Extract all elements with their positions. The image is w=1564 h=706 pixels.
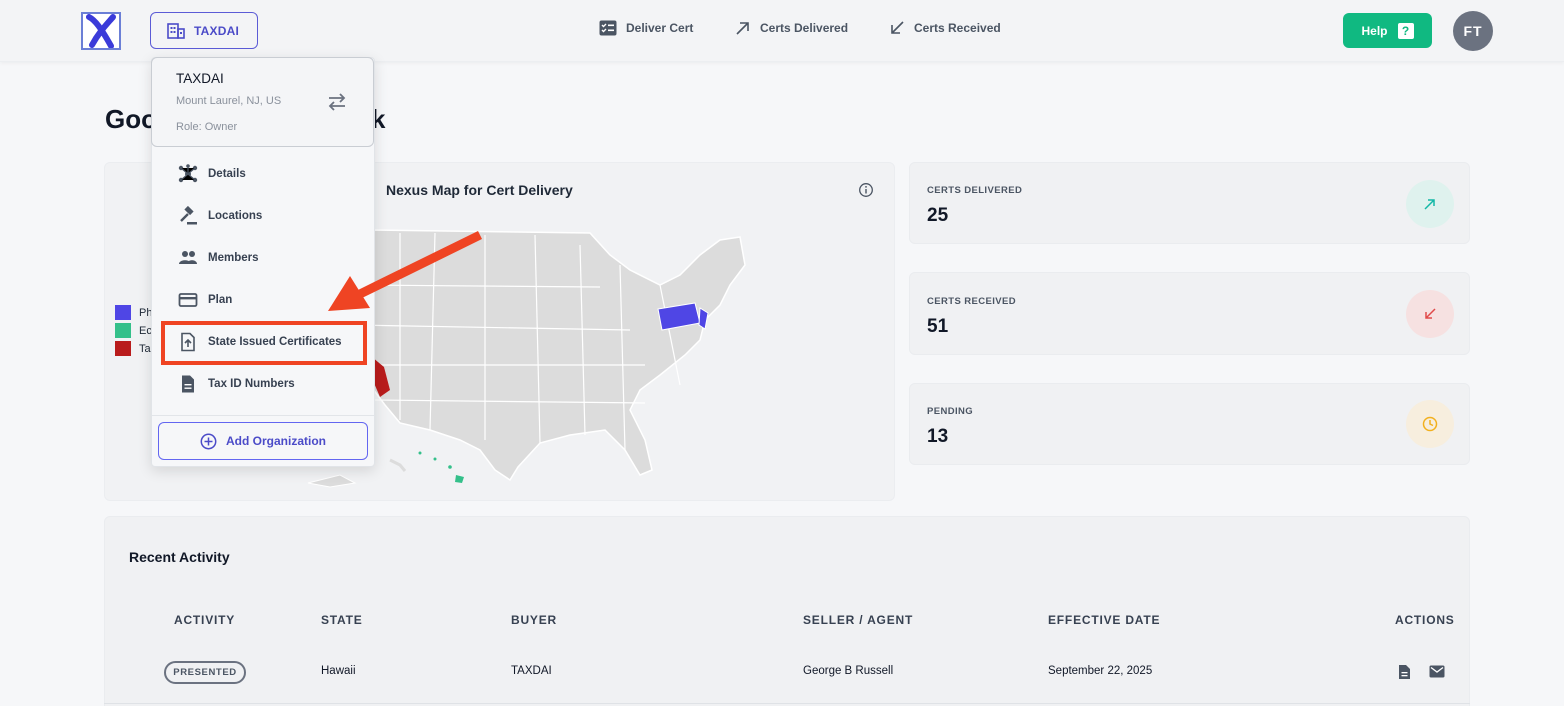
legend-swatch <box>115 341 131 356</box>
menu-item-label: State Issued Certificates <box>208 336 342 348</box>
stat-icon-badge <box>1406 400 1454 448</box>
app-logo[interactable] <box>81 12 121 50</box>
network-icon <box>178 164 198 183</box>
organization-switcher-label: TAXDAI <box>194 23 239 38</box>
state-borders <box>354 232 681 451</box>
legend-label: Ta <box>139 342 151 355</box>
legend-item: Ph <box>115 305 152 320</box>
menu-item-state-issued-certificates[interactable]: State Issued Certificates <box>178 332 342 352</box>
column-header-buyer[interactable]: BUYER <box>511 613 558 627</box>
nav-deliver-cert-label: Deliver Cert <box>626 21 694 35</box>
help-button-label: Help <box>1361 23 1388 38</box>
stat-value: 13 <box>927 426 949 447</box>
nav-certs-received-label: Certs Received <box>914 21 1001 35</box>
add-organization-label: Add Organization <box>226 434 326 448</box>
column-header-actions: ACTIONS <box>1395 613 1455 627</box>
state-california <box>372 357 390 397</box>
current-organization-location: Mount Laurel, NJ, US <box>176 95 282 107</box>
pending-card[interactable]: PENDING 13 <box>909 383 1470 465</box>
recent-activity-title: Recent Activity <box>129 549 230 565</box>
cell-buyer: TAXDAI <box>511 665 552 677</box>
nav-deliver-cert[interactable]: Deliver Cert <box>599 20 693 36</box>
cell-seller-agent: George B Russell <box>803 665 894 677</box>
checklist-icon <box>599 20 617 36</box>
table-row-divider <box>104 703 1470 704</box>
legend-label: Ph <box>139 306 153 319</box>
menu-item-members[interactable]: Members <box>178 248 259 268</box>
state-hawaii <box>418 451 464 483</box>
arrow-down-left-icon <box>1425 308 1436 319</box>
current-organization-card[interactable] <box>151 57 374 147</box>
stat-icon-badge <box>1406 290 1454 338</box>
activity-status-badge: PRESENTED <box>164 661 246 684</box>
state-alaska <box>307 474 357 488</box>
us-map-land <box>344 229 746 482</box>
question-icon: ? <box>1397 22 1414 39</box>
view-document-icon[interactable] <box>1398 664 1411 680</box>
arrow-up-right-icon <box>1424 199 1435 210</box>
highlight-box-annotation <box>161 321 367 365</box>
state-new-jersey <box>698 307 709 330</box>
building-icon <box>167 22 185 39</box>
plus-circle-icon <box>200 433 217 449</box>
menu-item-plan[interactable]: Plan <box>178 290 232 310</box>
file-upload-icon <box>181 332 195 352</box>
stat-label: CERTS DELIVERED <box>927 185 1023 196</box>
credit-card-icon <box>178 293 198 307</box>
gavel-icon <box>180 206 197 225</box>
menu-item-label: Members <box>208 252 259 264</box>
legend-item: Ec <box>115 323 152 338</box>
organization-switcher-button[interactable]: TAXDAI <box>150 12 258 49</box>
help-button[interactable]: Help ? <box>1343 13 1432 48</box>
column-header-state[interactable]: STATE <box>321 613 363 627</box>
user-avatar[interactable]: FT <box>1453 11 1493 51</box>
florida-keys <box>389 458 407 472</box>
arrow-down-left-icon <box>891 21 904 34</box>
cell-effective-date: September 22, 2025 <box>1048 665 1153 677</box>
menu-item-locations[interactable]: Locations <box>178 206 262 226</box>
recent-activity-card <box>104 516 1470 706</box>
document-icon <box>182 375 194 393</box>
nav-certs-delivered-label: Certs Delivered <box>760 21 849 35</box>
clock-icon <box>1422 416 1438 432</box>
menu-item-tax-id-numbers[interactable]: Tax ID Numbers <box>178 374 295 394</box>
nav-certs-delivered[interactable]: Certs Delivered <box>735 20 848 36</box>
stat-label: PENDING <box>927 406 974 417</box>
logo-x-icon <box>86 14 116 48</box>
email-icon[interactable] <box>1429 665 1445 678</box>
certs-delivered-card[interactable]: CERTS DELIVERED 25 <box>909 162 1470 244</box>
top-navigation-bar <box>0 0 1564 62</box>
menu-item-details[interactable]: Details <box>178 164 246 184</box>
legend-swatch <box>115 305 131 320</box>
map-title: Nexus Map for Cert Delivery <box>386 182 573 198</box>
cell-state: Hawaii <box>321 665 356 677</box>
menu-item-label: Details <box>208 168 246 180</box>
people-icon <box>179 251 197 264</box>
arrow-up-right-icon <box>736 22 749 35</box>
stat-label: CERTS RECEIVED <box>927 296 1017 307</box>
stat-value: 25 <box>927 205 949 226</box>
nav-certs-received[interactable]: Certs Received <box>889 20 1001 36</box>
current-organization-name: TAXDAI <box>176 71 224 86</box>
column-header-effective-date[interactable]: EFFECTIVE DATE <box>1048 613 1161 627</box>
add-organization-button[interactable]: Add Organization <box>158 422 368 460</box>
annotation-arrow-icon <box>328 230 482 311</box>
menu-item-label: Plan <box>208 294 233 306</box>
greeting-visible-start: Goo <box>105 104 157 134</box>
stat-icon-badge <box>1406 180 1454 228</box>
info-icon[interactable] <box>858 182 874 198</box>
menu-item-label: Tax ID Numbers <box>208 378 295 390</box>
column-header-seller-agent[interactable]: SELLER / AGENT <box>803 613 914 627</box>
switch-organization-icon[interactable] <box>326 92 348 112</box>
stat-value: 51 <box>927 316 949 337</box>
column-header-activity[interactable]: ACTIVITY <box>174 613 236 627</box>
legend-item: Ta <box>115 341 151 356</box>
us-nexus-map[interactable] <box>300 225 760 490</box>
legend-label: Ec <box>139 324 152 337</box>
legend-swatch <box>115 323 131 338</box>
menu-item-label: Locations <box>208 210 263 222</box>
certs-received-card[interactable]: CERTS RECEIVED 51 <box>909 272 1470 355</box>
dropdown-divider <box>152 415 374 416</box>
current-organization-role: Role: Owner <box>176 121 238 133</box>
